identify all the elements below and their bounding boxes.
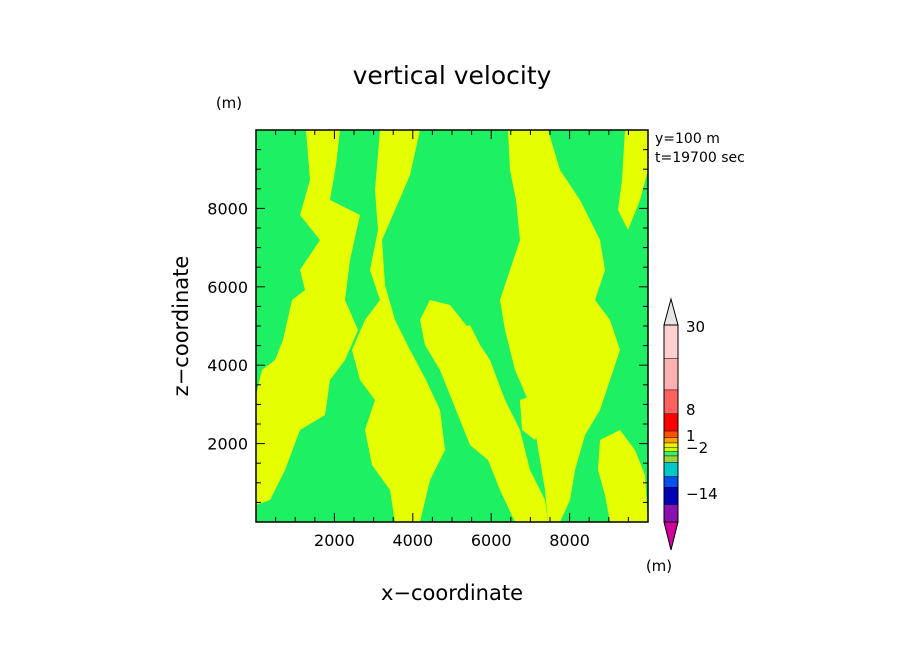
colorbar-segment [663, 358, 679, 391]
colorbar-label: −2 [686, 439, 708, 457]
y-tick-label: 2000 [207, 435, 248, 454]
colorbar-segment [663, 413, 679, 432]
y-tick-label: 8000 [207, 199, 248, 218]
positive-velocity-region [256, 130, 360, 505]
positive-velocity-region [520, 395, 545, 440]
annotation-time: t=19700 sec [655, 150, 745, 166]
x-axis-label: x−coordinate [381, 581, 523, 605]
colorbar-segment [663, 504, 679, 523]
colorbar [663, 297, 679, 551]
positive-velocity-region [456, 325, 480, 365]
y-tick-labels: 2000 4000 6000 8000 [207, 199, 248, 453]
colorbar-segment [663, 442, 679, 448]
colorbar-frame [663, 324, 679, 523]
positive-velocity-region [618, 130, 648, 230]
x-tick-labels: 2000 4000 6000 8000 [314, 531, 590, 550]
x-tick-label: 6000 [471, 531, 512, 550]
colorbar-segment [663, 437, 679, 444]
chart-title: vertical velocity [353, 61, 552, 90]
colorbar-segment [663, 447, 679, 452]
colorbar-label: 1 [686, 427, 696, 445]
colorbar-max-extension [663, 297, 679, 326]
colorbar-min-extension [663, 521, 679, 551]
colorbar-label: 8 [686, 401, 696, 419]
positive-velocity-region [598, 430, 648, 522]
colorbar-segment [663, 462, 679, 477]
axis-ticks [256, 130, 648, 522]
x-tick-label: 4000 [392, 531, 433, 550]
velocity-field [256, 130, 648, 522]
positive-velocity-region [420, 300, 548, 522]
positive-velocity-region [256, 430, 270, 480]
plot-area [255, 129, 649, 523]
colorbar-segment [663, 430, 679, 438]
positive-velocity-region [500, 130, 620, 522]
y-tick-label: 4000 [207, 356, 248, 375]
y-axis-label: z−coordinate [169, 256, 193, 397]
colorbar-segment [663, 487, 679, 505]
colorbar-unit: (m) [646, 557, 672, 575]
x-tick-label: 8000 [549, 531, 590, 550]
x-tick-label: 2000 [314, 531, 355, 550]
colorbar-segment [663, 389, 679, 414]
colorbar-label: −14 [686, 485, 718, 503]
colorbar-segment [663, 451, 679, 457]
colorbar-segment [663, 476, 679, 488]
colorbar-segment [663, 455, 679, 463]
colorbar-labels: 30 8 1−2 −14 [686, 318, 718, 503]
positive-velocity-region [352, 130, 445, 522]
y-tick-label: 6000 [207, 278, 248, 297]
colorbar-label: 30 [686, 318, 705, 336]
annotation-y-position: y=100 m [655, 131, 720, 147]
colorbar-segment [663, 324, 679, 359]
y-axis-unit: (m) [216, 94, 242, 112]
